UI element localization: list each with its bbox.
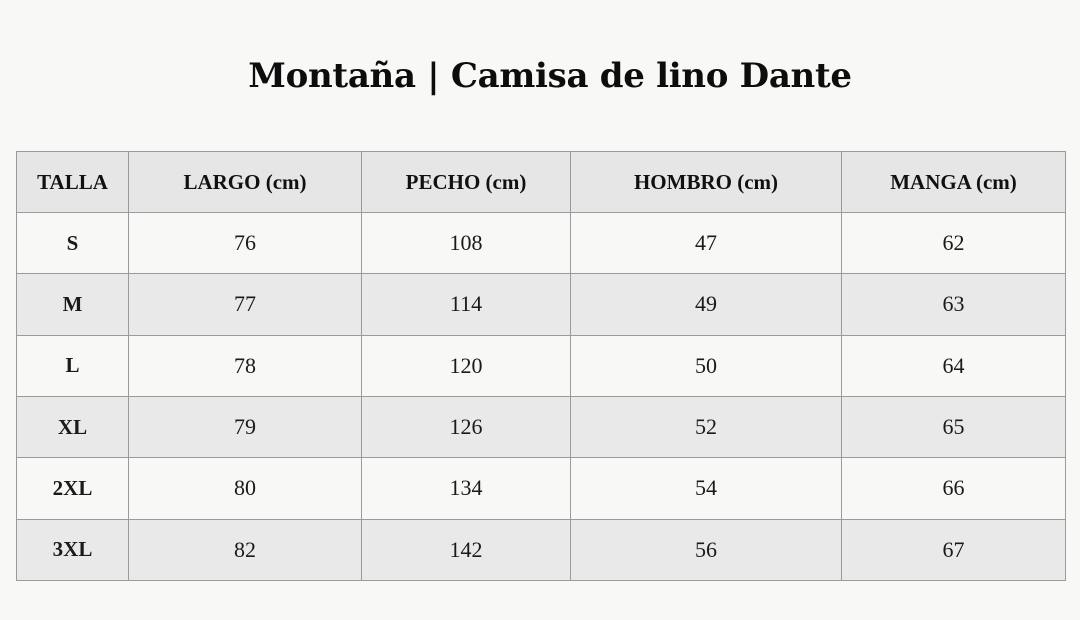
header-pecho: PECHO (cm) [361, 151, 571, 213]
hombro-cell: 54 [570, 457, 842, 520]
hombro-cell: 52 [570, 395, 842, 459]
pecho-cell: 142 [361, 518, 571, 582]
header-largo: LARGO (cm) [128, 151, 362, 213]
table-row: 3XL 82 142 56 67 [16, 518, 1066, 582]
manga-cell: 65 [841, 395, 1066, 459]
header-hombro: HOMBRO (cm) [570, 151, 842, 213]
hombro-cell: 50 [570, 334, 842, 397]
largo-cell: 80 [128, 457, 362, 520]
size-cell: S [16, 211, 129, 275]
largo-cell: 77 [128, 273, 362, 336]
hombro-cell: 49 [570, 273, 842, 336]
manga-cell: 66 [841, 457, 1066, 520]
size-cell: L [16, 334, 129, 397]
pecho-cell: 120 [361, 334, 571, 397]
size-cell: XL [16, 395, 129, 459]
largo-cell: 82 [128, 518, 362, 582]
table-row: 2XL 80 134 54 66 [16, 457, 1066, 520]
table-row: M 77 114 49 63 [16, 273, 1066, 336]
largo-cell: 76 [128, 211, 362, 275]
size-cell: 2XL [16, 457, 129, 520]
size-cell: 3XL [16, 518, 129, 582]
pecho-cell: 114 [361, 273, 571, 336]
manga-cell: 67 [841, 518, 1066, 582]
largo-cell: 79 [128, 395, 362, 459]
manga-cell: 62 [841, 211, 1066, 275]
header-talla: TALLA [16, 151, 129, 213]
pecho-cell: 134 [361, 457, 571, 520]
header-manga: MANGA (cm) [841, 151, 1066, 213]
table-row: XL 79 126 52 65 [16, 395, 1066, 459]
table-header-row: TALLA LARGO (cm) PECHO (cm) HOMBRO (cm) … [16, 151, 1066, 213]
manga-cell: 64 [841, 334, 1066, 397]
largo-cell: 78 [128, 334, 362, 397]
hombro-cell: 56 [570, 518, 842, 582]
page-title: Montaña | Camisa de lino Dante [248, 56, 852, 96]
pecho-cell: 108 [361, 211, 571, 275]
pecho-cell: 126 [361, 395, 571, 459]
table-row: L 78 120 50 64 [16, 334, 1066, 397]
size-table: TALLA LARGO (cm) PECHO (cm) HOMBRO (cm) … [16, 151, 1066, 582]
hombro-cell: 47 [570, 211, 842, 275]
manga-cell: 63 [841, 273, 1066, 336]
table-row: S 76 108 47 62 [16, 211, 1066, 275]
size-cell: M [16, 273, 129, 336]
